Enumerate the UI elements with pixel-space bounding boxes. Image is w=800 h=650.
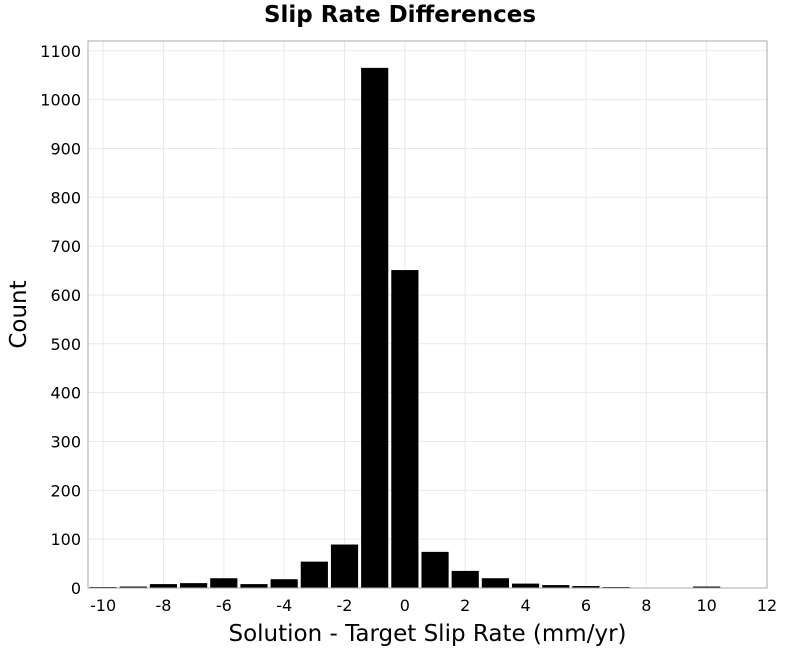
bar — [119, 586, 147, 588]
bar — [330, 544, 359, 588]
y-tick-label: 100 — [50, 530, 81, 549]
x-tick-labels: -10 -8 -6 -4 -2 0 2 4 6 8 10 12 — [90, 596, 777, 615]
plot-frame — [87, 40, 768, 589]
bar — [210, 578, 238, 588]
y-tick-label: 200 — [50, 481, 81, 500]
bar — [149, 584, 178, 588]
y-tick-label: 1000 — [40, 91, 81, 110]
y-tick-label: 800 — [50, 188, 81, 207]
y-tick-label: 1100 — [40, 42, 81, 61]
x-tick-label: -2 — [337, 596, 353, 615]
bars-group — [89, 67, 721, 588]
chart-title: Slip Rate Differences — [263, 2, 537, 28]
bar — [361, 67, 389, 588]
x-tick-label: 2 — [460, 596, 470, 615]
y-tick-label: 400 — [50, 384, 81, 403]
y-tick-labels: 0 100 200 300 400 500 600 700 800 900 1000 1100 — [40, 42, 81, 598]
y-tick-label: 0 — [71, 579, 81, 598]
x-tick-label: 4 — [520, 596, 530, 615]
bar — [270, 579, 298, 588]
y-tick-label: 500 — [50, 335, 81, 354]
bar — [300, 561, 328, 588]
y-axis-label: Count — [6, 280, 32, 348]
x-axis-label: Solution - Target Slip Rate (mm/yr) — [229, 621, 627, 647]
x-tick-label: 6 — [581, 596, 591, 615]
x-tick-label: 10 — [696, 596, 716, 615]
x-tick-label: -10 — [90, 596, 116, 615]
y-tick-label: 900 — [50, 139, 81, 158]
x-tick-label: 0 — [400, 596, 410, 615]
y-tick-label: 700 — [50, 237, 81, 256]
x-tick-label: 12 — [757, 596, 777, 615]
bar — [481, 578, 509, 588]
y-tick-label: 600 — [50, 286, 81, 305]
bar — [572, 586, 600, 588]
grid-lines — [88, 41, 768, 589]
bar — [451, 570, 479, 588]
bar — [180, 583, 208, 588]
bar — [693, 586, 721, 588]
x-tick-label: -6 — [216, 596, 232, 615]
bar — [240, 584, 268, 588]
y-tick-label: 300 — [50, 432, 81, 451]
x-tick-label: -4 — [276, 596, 292, 615]
x-tick-label: 8 — [641, 596, 651, 615]
bar — [421, 551, 449, 588]
bar — [511, 583, 540, 588]
x-tick-label: -8 — [155, 596, 171, 615]
bar — [542, 585, 570, 588]
bar — [391, 270, 419, 588]
